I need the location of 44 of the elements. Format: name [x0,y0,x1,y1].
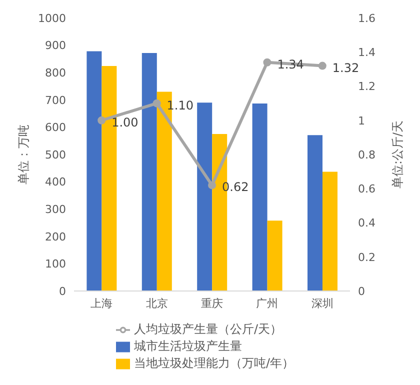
y2-tick-label: 1.4 [358,46,376,60]
bar [197,102,212,291]
y2-tick-label: 0.8 [358,148,376,162]
x-tick-label: 广州 [256,296,278,310]
y-tick-label: 800 [45,66,66,80]
x-tick-label: 重庆 [201,296,223,310]
y-tick-label: 700 [45,94,66,107]
y2-tick-label: 0.2 [358,250,376,264]
legend-label: 当地垃圾处理能力（万吨/年） [134,356,294,370]
legend-label: 人均垃圾产生量（公斤/天） [134,322,282,336]
y2-tick-label: 0 [358,284,365,298]
y-tick-label: 200 [45,230,66,244]
data-label: 1.32 [332,60,360,75]
y2-tick-label: 1 [358,114,365,128]
legend-label: 城市生活垃圾产生量 [134,339,242,353]
y-tick-label: 500 [45,148,66,162]
point [318,62,326,70]
point [208,181,216,190]
point [152,99,161,108]
y-tick-label: 400 [45,176,66,189]
y2-tick-label: 1.2 [358,80,376,94]
bar [322,172,338,291]
point [98,116,106,124]
y-tick-label: 900 [45,39,66,52]
bar [252,103,268,291]
y-tick-label: 300 [45,203,66,216]
y-tick-label: 1000 [38,12,66,25]
y-tick-label: 100 [45,258,66,271]
bar [86,51,102,291]
point [263,58,272,66]
y2-tick-label: 0.4 [358,216,376,230]
bar [307,135,322,291]
y-tick-label: 0 [59,284,66,298]
x-tick-label: 深圳 [311,296,334,310]
bar [142,52,157,291]
bar [267,220,282,291]
y-axis-title: 单位：万吨 [16,124,30,184]
y2-tick-label: 0.6 [358,182,376,196]
y2-axis-title: 单位:公斤/天 [390,120,404,189]
x-tick-label: 上海 [90,296,113,310]
y2-tick-label: 1.6 [358,12,376,25]
data-label: 1.34 [277,57,304,72]
y-tick-label: 600 [45,121,66,134]
x-tick-label: 北京 [146,296,168,310]
